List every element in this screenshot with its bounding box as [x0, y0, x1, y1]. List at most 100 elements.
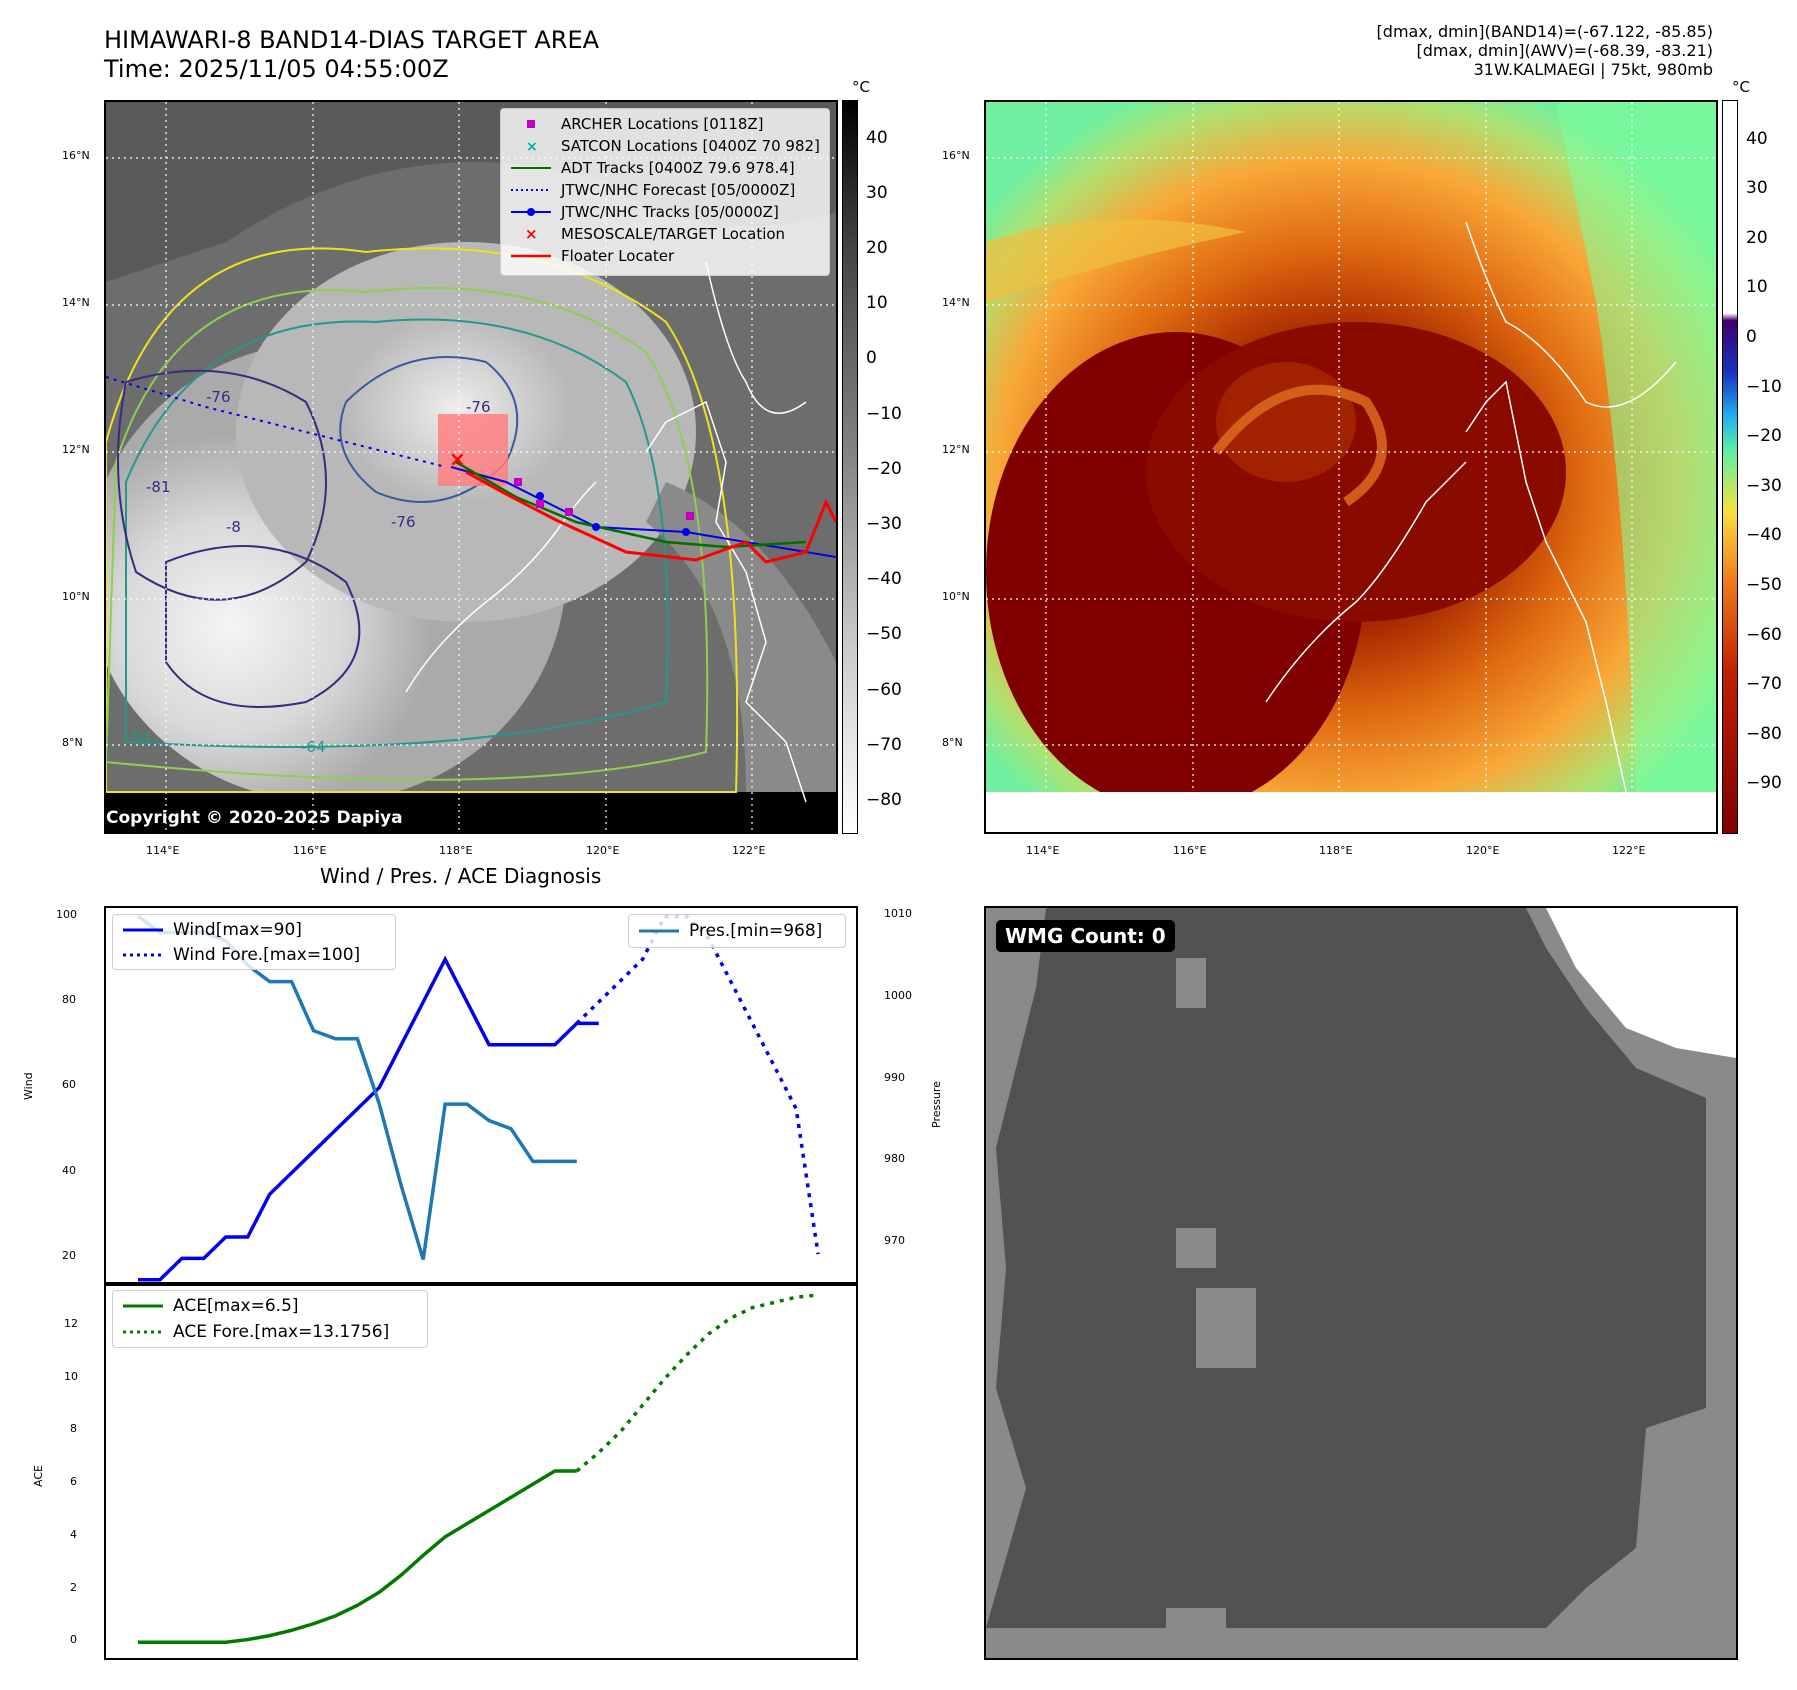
contour-label-7: -8	[226, 518, 241, 536]
lon-tick-map1: 118°E	[439, 844, 473, 857]
lat-tick-map2: 14°N	[942, 296, 970, 309]
ace-tick: 4	[70, 1527, 77, 1541]
awv-grid	[986, 102, 1716, 832]
lon-tick-map2: 114°E	[1026, 844, 1060, 857]
color-colorbar-tick: −10	[1746, 376, 1782, 397]
ace-tick: 10	[64, 1369, 78, 1383]
ace-line	[138, 1469, 577, 1644]
color-colorbar-tick: −20	[1746, 426, 1782, 447]
ace-tick: 0	[70, 1633, 77, 1647]
copyright-text: Copyright © 2020-2025 Dapiya	[106, 808, 403, 828]
map-legend: ARCHER Locations [0118Z] × SATCON Locati…	[500, 108, 830, 276]
color-colorbar-tick: −50	[1746, 575, 1782, 596]
color-colorbar-tick: 20	[1746, 227, 1768, 248]
lat-tick-map1: 14°N	[62, 296, 90, 309]
info-block: [dmax, dmin](BAND14)=(-67.122, -85.85) […	[1377, 22, 1713, 79]
contour-label-3: -76	[466, 398, 491, 416]
legend-label-target: MESOSCALE/TARGET Location	[561, 225, 786, 243]
contour-label-2: -81	[146, 478, 171, 496]
legend-label-ace: ACE[max=6.5]	[173, 1296, 299, 1316]
pressure-legend: Pres.[min=968]	[628, 914, 846, 948]
legend-item-adt: ADT Tracks [0400Z 79.6 978.4]	[509, 157, 821, 179]
pressure-tick: 1000	[884, 988, 912, 1002]
legend-label-floater: Floater Locater	[561, 247, 675, 265]
diagnosis-title: Wind / Pres. / ACE Diagnosis	[320, 864, 602, 888]
lon-tick-map1: 116°E	[293, 844, 327, 857]
contour-lightgreen	[106, 287, 709, 781]
lon-tick-map2: 116°E	[1173, 844, 1207, 857]
color-colorbar-tick: −80	[1746, 723, 1782, 744]
legend-item-target: × MESOSCALE/TARGET Location	[509, 223, 821, 245]
pressure-tick: 970	[884, 1234, 905, 1248]
contour-label-1: -76	[206, 388, 231, 406]
pressure-axis-label: Pressure	[930, 1081, 943, 1128]
legend-item-floater: Floater Locater	[509, 245, 821, 267]
wind-tick: 40	[62, 1163, 76, 1177]
ace-axis-label: ACE	[32, 1465, 45, 1487]
color-colorbar-tick: −90	[1746, 773, 1782, 794]
legend-label-jtwc-tracks: JTWC/NHC Tracks [05/0000Z]	[561, 203, 779, 221]
wmg-panel	[984, 906, 1738, 1660]
lat-tick-map2: 16°N	[942, 149, 970, 162]
legend-item-wind-fore: Wind Fore.[max=100]	[121, 942, 387, 967]
legend-item-wind: Wind[max=90]	[121, 917, 387, 942]
lon-tick-map1: 114°E	[146, 844, 180, 857]
ace-panel	[104, 1282, 858, 1660]
legend-item-satcon: × SATCON Locations [0400Z 70 982]	[509, 135, 821, 157]
ace-chart	[138, 1293, 819, 1644]
wind-tick: 20	[62, 1249, 76, 1263]
gray-colorbar-tick: 0	[866, 348, 877, 369]
pressure-tick: 1010	[884, 907, 912, 921]
contour-purple	[117, 369, 327, 601]
lat-tick-map1: 12°N	[62, 443, 90, 456]
legend-label-pres: Pres.[min=968]	[689, 921, 823, 941]
lat-tick-map2: 10°N	[942, 590, 970, 603]
legend-label-ace-fore: ACE Fore.[max=13.1756]	[173, 1322, 390, 1342]
wind-tick: 100	[56, 907, 77, 921]
gray-colorbar-tick: 20	[866, 238, 888, 258]
color-colorbar-tick: −30	[1746, 475, 1782, 496]
contour-teal	[125, 318, 669, 748]
gray-colorbar-tick: −50	[866, 624, 902, 645]
color-colorbar-tick: −60	[1746, 624, 1782, 645]
gray-colorbar	[842, 100, 858, 834]
title-line-1: HIMAWARI-8 BAND14-DIAS TARGET AREA	[104, 26, 600, 54]
gray-colorbar-tick: −70	[866, 734, 902, 755]
floater-track	[465, 470, 836, 564]
adt-track	[455, 460, 807, 549]
legend-label-archer: ARCHER Locations [0118Z]	[561, 115, 764, 133]
wind-legend: Wind[max=90] Wind Fore.[max=100]	[112, 914, 396, 970]
ace-tick: 6	[70, 1475, 77, 1489]
svg-text:×: ×	[525, 225, 538, 243]
wind-tick: 80	[62, 993, 76, 1006]
info-line-1: [dmax, dmin](BAND14)=(-67.122, -85.85)	[1376, 22, 1713, 41]
ace-tick: 12	[64, 1317, 78, 1331]
lon-tick-map2: 122°E	[1612, 844, 1646, 857]
wmg-inner	[986, 908, 1706, 1628]
ir-map-panel: × -76 -81 -76 -76 -54 -64 -8	[104, 100, 838, 834]
color-colorbar-unit: °C	[1732, 78, 1750, 96]
ace-legend: ACE[max=6.5] ACE Fore.[max=13.1756]	[112, 1290, 428, 1348]
gray-colorbar-unit: °C	[852, 78, 870, 96]
legend-label-wind: Wind[max=90]	[173, 919, 302, 940]
wind-axis-label: Wind	[22, 1072, 35, 1100]
color-colorbar	[1722, 100, 1738, 834]
contour-label-4: -76	[391, 513, 416, 531]
color-colorbar-tick: 30	[1746, 178, 1768, 199]
wmg-count-badge: WMG Count: 0	[996, 920, 1175, 952]
svg-text:×: ×	[526, 139, 538, 155]
gray-colorbar-tick: −40	[866, 569, 902, 590]
lon-tick-map2: 118°E	[1319, 844, 1353, 857]
legend-item-pres: Pres.[min=968]	[637, 917, 837, 945]
awv-map-panel	[984, 100, 1718, 834]
contour-label-5: -54	[126, 728, 151, 746]
contour-label-6: -64	[301, 738, 326, 756]
wmg-map	[986, 908, 1736, 1658]
info-line-3: 31W.KALMAEGI | 75kt, 980mb	[1473, 60, 1713, 79]
color-colorbar-tick: 10	[1746, 277, 1768, 298]
ace-tick: 2	[70, 1580, 77, 1594]
figure-title: HIMAWARI-8 BAND14-DIAS TARGET AREA Time:…	[104, 26, 599, 84]
gray-colorbar-tick: −10	[866, 403, 902, 424]
lat-tick-map1: 8°N	[62, 736, 83, 749]
legend-label-jtwc-forecast: JTWC/NHC Forecast [05/0000Z]	[561, 181, 796, 199]
